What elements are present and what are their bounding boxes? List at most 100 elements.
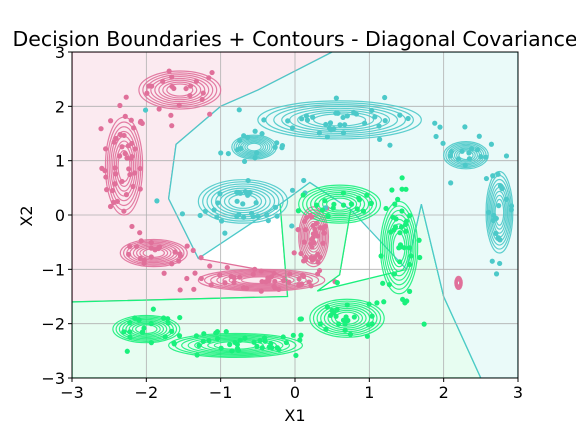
cyan-data-point [234, 198, 240, 204]
y-tick-label: −1 [41, 260, 65, 279]
green-data-point [392, 224, 399, 230]
pink-data-point [129, 140, 135, 147]
pink-data-point [217, 272, 223, 278]
cyan-data-point [361, 120, 368, 126]
cyan-data-point [340, 130, 347, 136]
green-data-point [234, 341, 240, 348]
pink-data-point [148, 239, 154, 246]
pink-data-point [252, 266, 258, 272]
cyan-data-point [448, 149, 454, 155]
green-data-point [317, 321, 323, 327]
cyan-data-point [326, 125, 333, 131]
green-data-point [297, 337, 303, 343]
cyan-data-point [245, 134, 251, 140]
cyan-data-point [476, 133, 482, 139]
pink-contour-ring [298, 206, 330, 268]
cyan-data-point [333, 95, 339, 101]
green-data-point [124, 348, 130, 354]
green-contour-ring [312, 300, 382, 336]
green-data-point [280, 334, 286, 340]
pink-data-point [315, 251, 321, 257]
cyan-data-point [254, 150, 260, 156]
green-data-point [127, 334, 133, 340]
green-data-point [403, 186, 409, 192]
cyan-data-point [432, 120, 438, 126]
cyan-contour-ring [485, 170, 514, 254]
pink-data-point [199, 96, 205, 103]
green-contour-ring [125, 320, 168, 338]
cyan-data-point [337, 122, 343, 128]
cyan-data-point [289, 223, 295, 229]
green-data-point [235, 347, 241, 353]
cyan-data-point [382, 118, 388, 124]
green-data-point [165, 320, 171, 326]
green-contour-ring [112, 314, 181, 344]
green-data-point [298, 332, 304, 338]
pink-data-point [309, 244, 315, 250]
green-data-point [340, 317, 347, 323]
cyan-data-point [495, 171, 501, 177]
green-data-point [397, 259, 403, 265]
cyan-data-point [508, 207, 514, 213]
green-data-point [269, 345, 275, 351]
green-data-point [127, 329, 133, 335]
cyan-data-point [503, 153, 510, 159]
x-tick-label: −2 [135, 383, 159, 402]
pink-data-point [187, 92, 193, 99]
green-data-point [297, 316, 303, 322]
green-contour-ring [135, 324, 158, 335]
pink-data-point [114, 198, 121, 205]
green-data-point [406, 213, 413, 219]
cyan-data-point [265, 217, 271, 224]
green-data-point [140, 329, 146, 335]
cyan-data-point [497, 183, 504, 189]
cyan-data-point [466, 156, 473, 162]
pink-data-point [122, 113, 128, 119]
cyan-data-point [241, 133, 247, 139]
cyan-contour-ring [202, 181, 284, 222]
pink-data-point [122, 150, 128, 157]
cyan-data-point [202, 208, 208, 214]
cyan-data-point [490, 173, 496, 179]
cyan-data-point [469, 146, 475, 152]
pink-data-point [131, 125, 137, 131]
cyan-contour-ring [219, 189, 267, 214]
green-data-point [366, 301, 372, 307]
green-data-point [194, 352, 200, 358]
cyan-data-point [241, 158, 248, 164]
cyan-contour-ring [494, 198, 505, 226]
green-data-point [395, 196, 401, 202]
pink-data-point [191, 286, 197, 292]
pink-data-point [272, 278, 278, 284]
pink-data-point [250, 271, 256, 277]
cyan-contour-ring [197, 179, 289, 224]
green-data-point [416, 237, 422, 243]
pink-contour-ring [162, 81, 198, 99]
cyan-contour-ring [453, 147, 478, 163]
pink-data-point [130, 183, 136, 190]
green-contour-ring [327, 307, 367, 329]
cyan-data-point [353, 111, 360, 117]
pink-data-point [156, 106, 162, 112]
pink-data-point [119, 178, 125, 185]
cyan-data-point [197, 212, 203, 219]
cyan-data-point [486, 209, 492, 215]
cyan-data-point [448, 180, 454, 186]
pink-data-point [177, 253, 184, 259]
pink-data-point [102, 168, 108, 174]
pink-data-point [102, 146, 109, 152]
green-data-point [148, 340, 154, 346]
cyan-data-point [255, 213, 261, 219]
cyan-data-point [503, 196, 509, 202]
green-data-point [396, 245, 402, 251]
pink-data-point [138, 238, 144, 244]
green-data-point [169, 328, 175, 334]
cyan-contour-ring [491, 190, 507, 234]
pink-data-point [302, 218, 308, 224]
pink-data-point [311, 239, 317, 246]
cyan-data-point [274, 213, 280, 219]
pink-data-point [184, 275, 190, 282]
green-data-point [254, 343, 260, 349]
cyan-data-point [496, 203, 502, 209]
pink-data-point [271, 283, 277, 290]
